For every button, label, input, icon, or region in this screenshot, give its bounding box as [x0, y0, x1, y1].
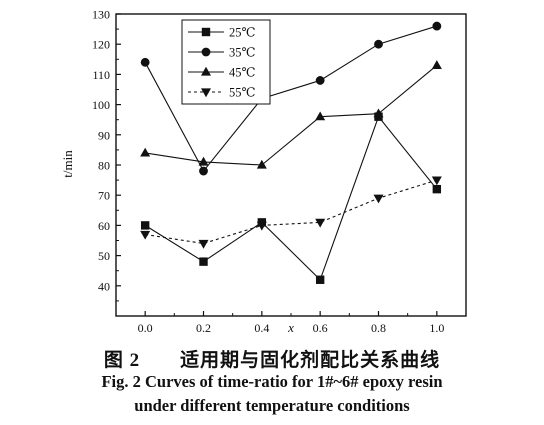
figure-title-chinese: 适用期与固化剂配比关系曲线: [180, 350, 441, 371]
y-axis-label: t/min: [60, 150, 75, 178]
x-tick-label: 1.0: [429, 321, 444, 335]
axis-ticks: 0.0 0.2 0.4 0.6 0.8 1.0 40 50 60 70 80 90 100 110 120 1…: [92, 8, 444, 336]
marker-square: [199, 257, 208, 266]
legend: 25℃ 35℃ 45℃ 55℃: [181, 19, 271, 105]
y-tick-label: 50: [98, 249, 110, 263]
series-line: [145, 179, 437, 245]
y-tick-label: 90: [98, 128, 110, 142]
marker-circle: [201, 47, 211, 57]
y-tick-label: 80: [98, 159, 110, 173]
series-line: [144, 115, 438, 281]
legend-label: 35℃: [229, 46, 256, 60]
marker-triangle-up: [201, 66, 211, 76]
marker-triangle-down: [373, 194, 384, 204]
plot-border: [115, 13, 467, 317]
x-tick-label: 0.4: [254, 321, 269, 335]
figure-number-chinese: 图 2: [103, 350, 141, 371]
series-3: [140, 60, 442, 169]
marker-square: [201, 27, 211, 37]
marker-triangle-down: [315, 218, 326, 228]
marker-triangle-down: [201, 88, 211, 98]
series-layer: [140, 21, 442, 284]
y-tick-label: 40: [98, 279, 110, 293]
marker-circle: [374, 39, 383, 49]
marker-triangle-up: [140, 147, 151, 157]
marker-triangle-down: [140, 230, 151, 240]
series-line: [145, 64, 438, 166]
x-tick-label: 0.6: [313, 321, 328, 335]
marker-triangle-up: [315, 111, 326, 121]
series-2: [140, 21, 442, 176]
marker-triangle-up: [256, 159, 267, 169]
marker-circle: [140, 57, 150, 67]
series-line: [144, 25, 437, 173]
marker-circle: [315, 76, 325, 85]
y-tick-label: 120: [92, 38, 110, 52]
marker-triangle-down: [198, 239, 209, 249]
y-tick-label: 60: [98, 219, 110, 233]
x-axis-label: x: [287, 320, 294, 335]
marker-square: [140, 221, 150, 230]
marker-square: [315, 275, 325, 284]
marker-circle: [432, 21, 442, 31]
legend-label: 25℃: [229, 26, 256, 40]
y-tick-label: 70: [98, 189, 110, 203]
legend-box: [181, 19, 271, 105]
x-tick-label: 0.8: [371, 321, 386, 335]
series-4: [140, 176, 442, 249]
marker-triangle-up: [198, 156, 209, 166]
marker-triangle-up: [373, 108, 384, 118]
chart: 0.0 0.2 0.4 0.6 0.8 1.0 40 50 60 70 80 90 100 110 120 1…: [60, 8, 467, 336]
x-tick-label: 0.0: [138, 321, 153, 335]
y-tick-label: 110: [92, 68, 110, 82]
marker-circle: [199, 166, 208, 176]
figure-caption-english-line1: Fig. 2 Curves of time-ratio for 1#~6# ep…: [101, 372, 443, 391]
marker-square: [432, 184, 442, 194]
figure-caption-chinese: 图 2 适用期与固化剂配比关系曲线: [0, 345, 544, 372]
legend-label: 55℃: [229, 86, 256, 100]
legend-label: 45℃: [229, 66, 256, 80]
figure-caption-english-line2: under different temperature conditions: [134, 396, 410, 415]
y-tick-label: 130: [92, 8, 110, 22]
y-tick-label: 100: [92, 98, 110, 112]
x-tick-label: 0.2: [196, 321, 211, 335]
marker-triangle-down: [256, 221, 267, 231]
marker-triangle-down: [431, 176, 442, 186]
plot-frame: [115, 13, 467, 317]
marker-triangle-up: [431, 60, 442, 69]
